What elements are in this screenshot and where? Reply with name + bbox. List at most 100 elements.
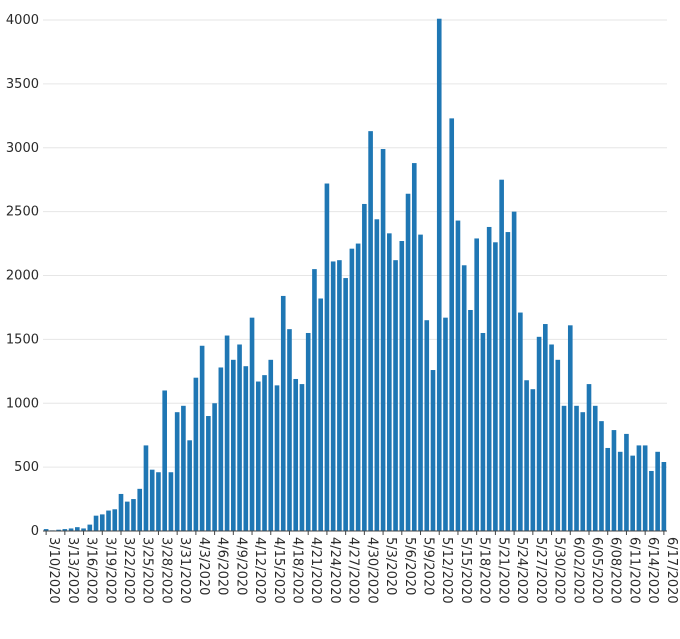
bar [330,261,336,531]
y-tick-label: 1000 [6,396,39,411]
bar [324,183,330,531]
x-tick-label: 6/11/2020 [626,537,641,604]
bar [337,260,342,531]
bar [605,447,611,531]
x-tick-label: 4/21/2020 [308,537,323,604]
bar [418,234,423,531]
bar [212,403,217,531]
x-tick-label: 3/13/2020 [65,537,80,604]
bar [355,243,361,531]
bar [399,241,405,531]
bar [137,488,143,531]
bar [231,359,236,531]
bar [68,528,74,531]
bar [436,18,442,532]
bar [143,445,149,531]
bar [293,378,299,531]
bar [218,367,224,531]
bar [181,405,186,531]
bar [649,470,654,531]
y-tick-label: 2500 [6,205,39,220]
y-tick-label: 500 [14,460,39,475]
bar [524,380,529,531]
bar [636,445,642,531]
x-tick-label: 3/28/2020 [158,537,173,604]
bar [224,335,230,531]
bar [174,412,180,531]
bar [99,514,105,531]
bar [617,451,623,531]
bar [56,529,61,531]
x-tick-label: 3/31/2020 [177,537,192,604]
bar [343,278,348,531]
bar [549,344,554,531]
y-axis-ticks: 0 500 1000 1500 2000 2500 3000 3500 4000 [6,13,39,539]
x-tick-label: 5/21/2020 [495,537,510,604]
x-tick-label: 3/10/2020 [46,537,61,604]
y-tick-label: 4000 [6,13,39,28]
bar [511,211,517,532]
bar [81,528,86,531]
bar [449,118,455,532]
bar [318,298,323,531]
bar [274,385,280,531]
x-tick-label: 5/3/2020 [383,537,398,595]
bar [655,451,660,531]
bar [405,193,411,532]
bar [499,179,504,531]
bar [287,329,292,531]
bar [149,469,155,531]
x-tick-label: 4/27/2020 [346,537,361,604]
bar [661,462,667,531]
y-tick-label: 2000 [6,269,39,284]
x-tick-label: 6/05/2020 [589,537,604,604]
bar [43,529,49,531]
bar [443,317,448,531]
x-tick-label: 3/19/2020 [102,537,117,604]
bar [486,226,492,531]
x-tick-label: 4/12/2020 [252,537,267,604]
y-tick-label: 3000 [6,141,39,156]
bar [580,412,586,531]
bar [530,389,536,531]
x-tick-label: 4/15/2020 [271,537,286,604]
bar [193,377,199,531]
bar [199,345,205,531]
bar [118,493,124,531]
gridlines [43,19,667,468]
x-tick-label: 5/24/2020 [514,537,529,604]
bar [268,359,274,531]
bar [243,366,249,531]
x-tick-label: 6/02/2020 [570,537,585,604]
x-tick-label: 3/25/2020 [140,537,155,604]
bar [206,416,211,531]
bar [393,260,398,531]
x-tick-label: 6/08/2020 [608,537,623,604]
x-tick-label: 4/3/2020 [196,537,211,595]
bar [112,509,118,531]
bars [43,18,667,532]
x-tick-label: 5/18/2020 [477,537,492,604]
x-tick-label: 5/9/2020 [421,537,436,595]
bar [249,317,255,531]
bar [187,440,192,531]
bar [474,238,479,531]
bar [630,455,635,531]
x-axis-ticks: 3/10/2020 3/13/2020 3/16/2020 3/19/2020 3/22… [45,531,679,604]
bar [642,445,648,531]
bar [599,421,604,531]
y-tick-label: 3500 [6,77,39,92]
bar [124,501,130,531]
bar [561,405,567,531]
bar [162,390,167,531]
x-tick-label: 5/15/2020 [458,537,473,604]
bar [168,472,174,531]
bar [374,219,380,532]
x-tick-label: 4/6/2020 [215,537,230,595]
bar [299,384,305,531]
bar [62,529,68,531]
bar [280,295,286,531]
x-tick-label: 3/22/2020 [121,537,136,604]
bar [87,524,93,531]
bar [586,384,592,531]
